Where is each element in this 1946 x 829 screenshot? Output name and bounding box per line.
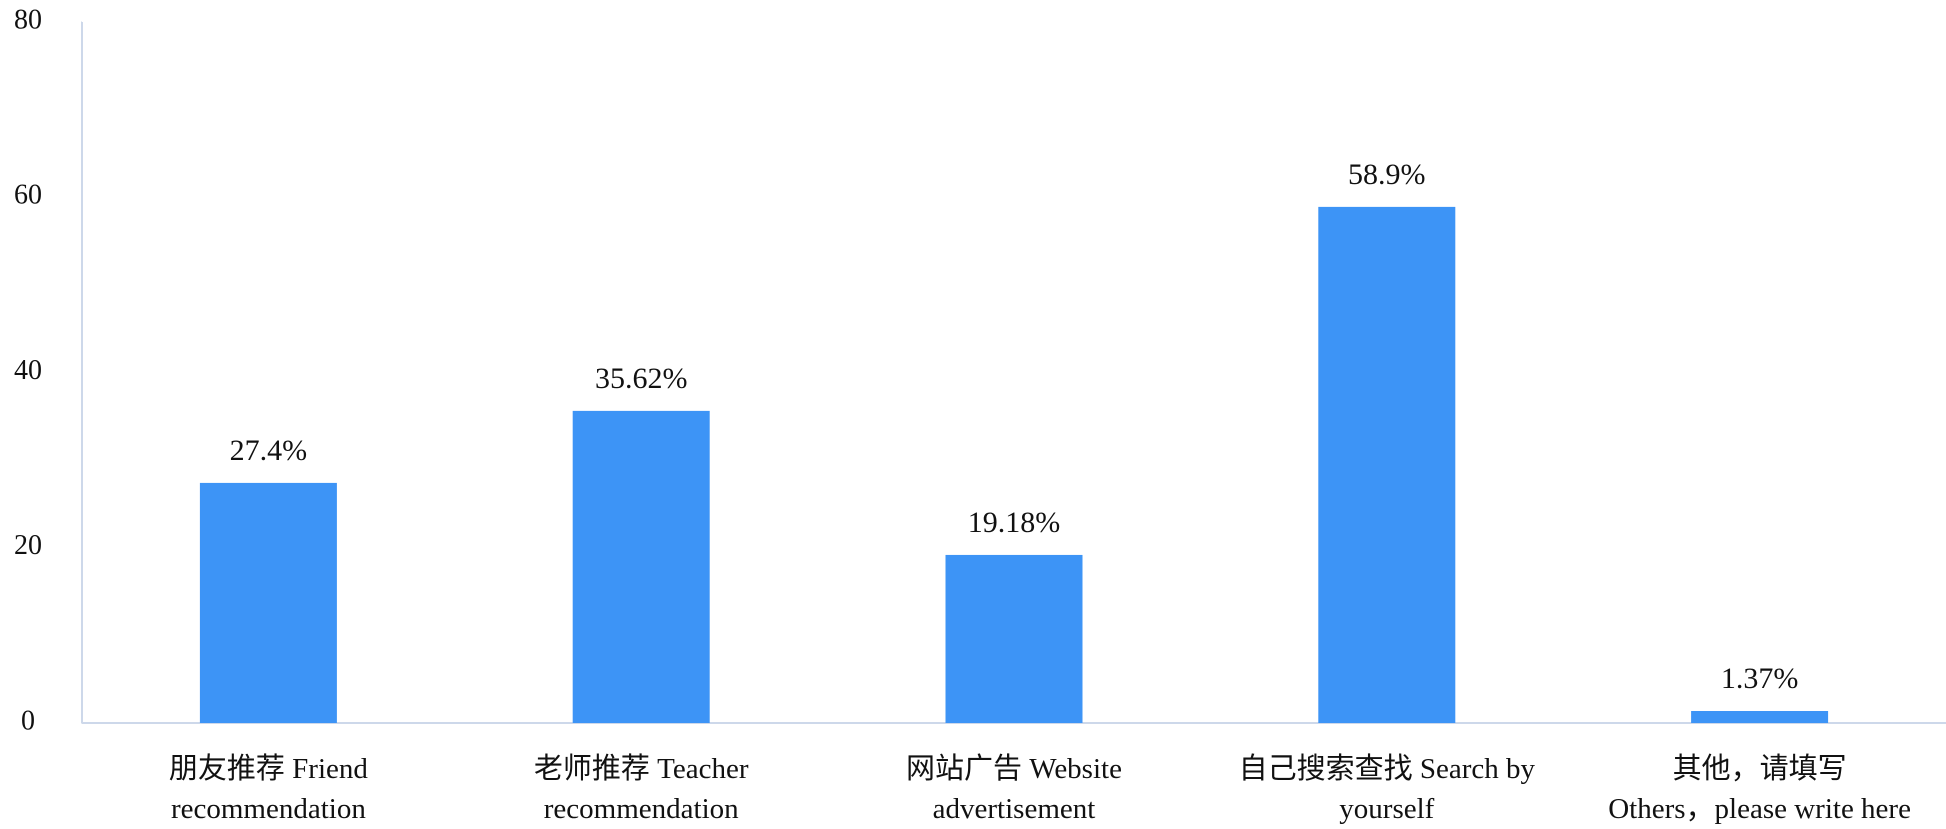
y-tick-label: 60 xyxy=(14,180,42,211)
y-tick-label: 40 xyxy=(14,355,42,386)
x-tick-label: 朋友推荐 Friend recommendation xyxy=(168,753,368,825)
bar xyxy=(572,410,710,723)
x-tick-label: 自己搜索查找 Search by yourself xyxy=(1238,753,1535,825)
value-label: 27.4% xyxy=(230,434,308,467)
x-tick-label: 老师推荐 Teacher recommendation xyxy=(533,753,749,825)
value-label: 19.18% xyxy=(968,506,1061,539)
value-label: 1.37% xyxy=(1721,662,1799,695)
x-tick-label: 其他，请填写 Others，please write here xyxy=(1608,753,1911,825)
x-tick-label: 网站广告 Website advertisement xyxy=(906,753,1122,825)
y-tick-label: 20 xyxy=(14,530,42,561)
value-label: 58.9% xyxy=(1348,158,1426,191)
bar xyxy=(1318,206,1456,724)
bar xyxy=(1691,710,1829,723)
bar xyxy=(199,482,337,723)
y-tick-label: 0 xyxy=(21,705,35,736)
y-tick-label: 80 xyxy=(14,4,42,35)
value-label: 35.62% xyxy=(595,362,688,395)
bar xyxy=(945,554,1083,723)
